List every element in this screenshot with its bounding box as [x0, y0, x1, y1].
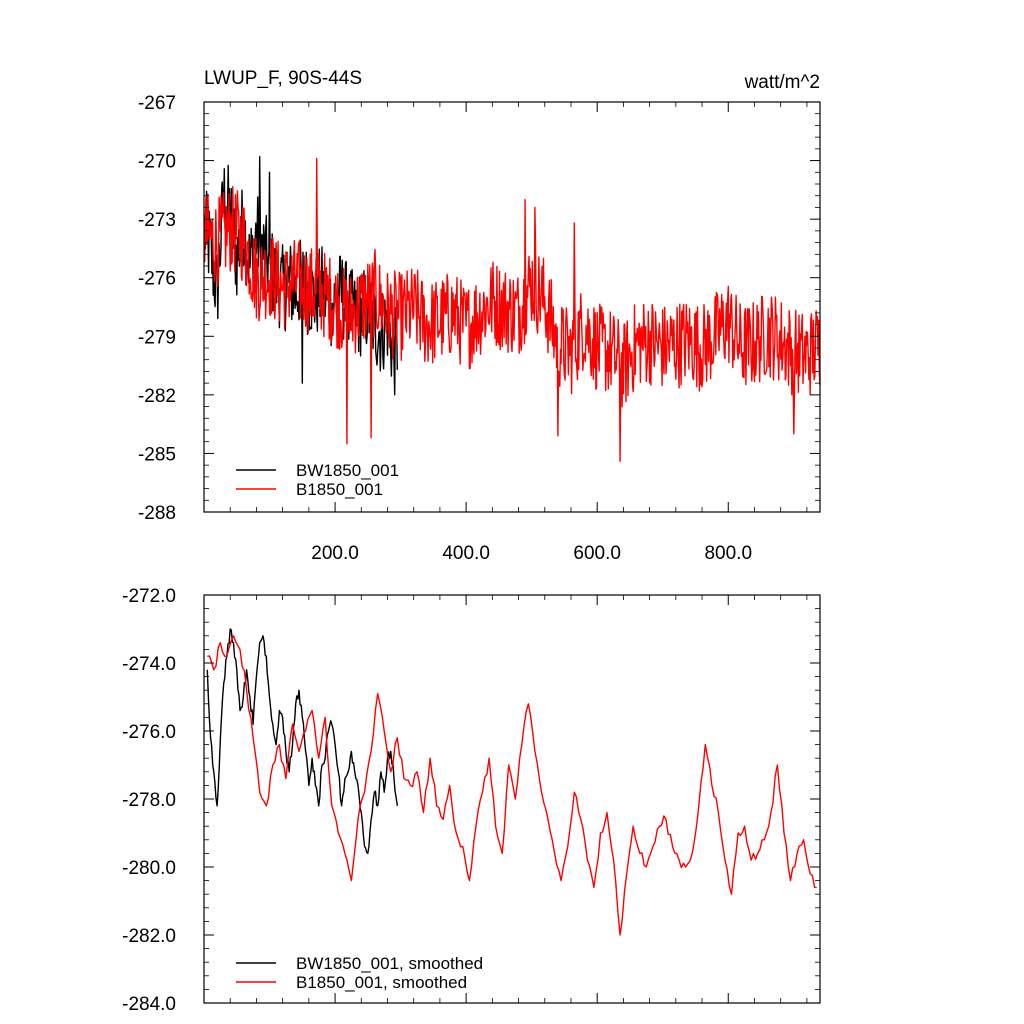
top-plot-frame [203, 101, 821, 513]
y-tick-label: -278.0 [122, 790, 176, 811]
y-tick-label: -282 [138, 386, 176, 407]
series-line-red [207, 635, 817, 936]
units-label: watt/m^2 [744, 72, 820, 93]
y-tick-label: -267 [138, 93, 176, 114]
x-tick-label: 600.0 [573, 543, 621, 564]
y-tick-label: -272.0 [122, 586, 176, 607]
y-tick-label: -279 [138, 327, 176, 348]
x-tick-label: 400.0 [442, 543, 490, 564]
legend-label: B1850_001 [296, 480, 383, 499]
y-tick-label: -282.0 [122, 926, 176, 947]
bottom-plot-frame [203, 594, 821, 1004]
x-tick-label: 800.0 [704, 543, 752, 564]
y-tick-label: -276.0 [122, 722, 176, 743]
series-line-red [204, 157, 821, 462]
y-tick-label: -284.0 [122, 994, 176, 1015]
y-tick-label: -285 [138, 444, 176, 465]
legend-label: BW1850_001, smoothed [296, 954, 483, 973]
y-tick-label: -270 [138, 152, 176, 173]
legend-label: BW1850_001 [296, 461, 399, 480]
y-tick-label: -276 [138, 269, 176, 290]
chart-title: LWUP_F, 90S-44S [204, 68, 362, 89]
y-tick-label: -273 [138, 210, 176, 231]
y-tick-label: -288 [138, 503, 176, 524]
y-tick-label: -274.0 [122, 654, 176, 675]
bottom-panel: -272.0 -274.0 -276.0 -278.0 -280.0 -282.0 -284… [122, 586, 821, 1015]
x-tick-label: 200.0 [311, 543, 359, 564]
top-panel: LWUP_F, 90S-44S watt/m^2 -267 -270 -273 -27… [138, 68, 821, 564]
series-line-black [206, 628, 398, 855]
y-tick-label: -280.0 [122, 858, 176, 879]
legend-label: B1850_001, smoothed [296, 973, 467, 992]
